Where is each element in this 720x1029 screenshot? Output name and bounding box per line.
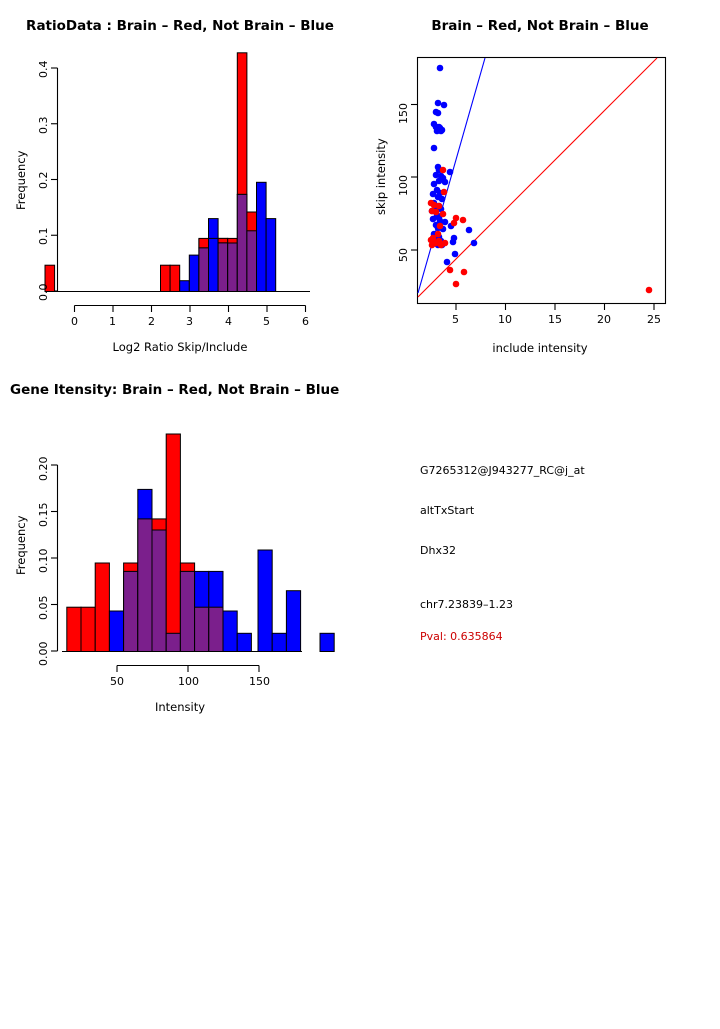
gene-ytick-2: 0.10 <box>37 548 50 574</box>
gene-x-axis <box>116 664 260 672</box>
scatter-xtick-2: 15 <box>548 313 562 326</box>
scatter-xtick-1: 10 <box>498 313 512 326</box>
scatter-xtick-4: 25 <box>647 313 661 326</box>
scatter-x-ticks <box>455 303 655 310</box>
gene-intensity-plot <box>51 433 335 672</box>
probe-id-text: G7265312@J943277_RC@j_at <box>420 464 585 477</box>
ratio-xtick-2: 2 <box>148 315 155 328</box>
brain-fit-line <box>417 57 658 298</box>
panel-gene-intensity-histogram: Gene Itensity: Brain – Red, Not Brain – … <box>0 360 360 720</box>
scatter-title: Brain – Red, Not Brain – Blue <box>431 18 649 34</box>
ratio-histogram-title: RatioData : Brain – Red, Not Brain – Blu… <box>26 18 334 34</box>
scatter-y-ticks <box>411 103 418 251</box>
not-brain-fit-line <box>417 57 486 294</box>
ratio-xtick-5: 5 <box>263 315 270 328</box>
ratio-ytick-3: 0.3 <box>37 116 50 135</box>
ratio-ytick-4: 0.4 <box>37 60 50 79</box>
gene-ytick-3: 0.15 <box>37 502 50 528</box>
gene-xtick-0: 50 <box>110 675 124 688</box>
panel-intensity-scatter: Brain – Red, Not Brain – Blue <box>360 0 720 360</box>
scatter-points-brain <box>427 166 653 294</box>
gene-symbol-text: Dhx32 <box>420 544 456 557</box>
gene-y-axis <box>51 464 59 652</box>
panel-ratio-histogram: RatioData : Brain – Red, Not Brain – Blu… <box>0 0 360 360</box>
ratio-xtick-1: 1 <box>109 315 116 328</box>
scatter-plot-box <box>416 56 667 305</box>
gene-bars <box>66 433 335 652</box>
ratio-ytick-0: 0.0 <box>37 283 50 302</box>
locus-text: chr7.23839–1.23 <box>420 598 514 611</box>
gene-intensity-title: Gene Itensity: Brain – Red, Not Brain – … <box>10 382 340 398</box>
scatter-points-not-brain <box>428 64 478 266</box>
ratio-xtick-4: 4 <box>225 315 232 328</box>
gene-xlabel: Intensity <box>154 700 206 714</box>
ratio-xlabel: Log2 Ratio Skip/Include <box>112 340 248 354</box>
ratio-xtick-6: 6 <box>302 315 309 328</box>
pval-text: Pval: 0.635864 <box>420 630 503 643</box>
ratio-x-axis <box>73 304 307 312</box>
ratio-ylabel: Frequency <box>14 150 28 210</box>
scatter-ytick-2: 150 <box>397 103 410 124</box>
scatter-ytick-1: 100 <box>397 175 410 196</box>
panel-probe-info: G7265312@J943277_RC@j_at altTxStart Dhx3… <box>360 360 720 720</box>
gene-xtick-2: 150 <box>249 675 270 688</box>
scatter-xlabel: include intensity <box>492 341 588 355</box>
ratio-histogram-plot <box>44 52 310 312</box>
gene-ytick-1: 0.05 <box>37 595 50 621</box>
figure-canvas: RatioData : Brain – Red, Not Brain – Blu… <box>0 0 720 720</box>
scatter-ytick-0: 50 <box>397 248 410 262</box>
ratio-xtick-3: 3 <box>186 315 193 328</box>
ratio-bars <box>44 52 277 293</box>
scatter-fit-lines <box>417 57 658 298</box>
scatter-xtick-0: 5 <box>452 313 459 326</box>
gene-ytick-4: 0.20 <box>37 456 50 482</box>
scatter-ylabel: skip intensity <box>374 138 388 215</box>
ratio-xtick-0: 0 <box>71 315 78 328</box>
scatter-xtick-3: 20 <box>597 313 611 326</box>
ratio-y-axis <box>51 67 59 292</box>
gene-ytick-0: 0.00 <box>37 641 50 667</box>
intensity-scatter-plot <box>411 56 667 310</box>
ratio-ytick-1: 0.1 <box>37 227 50 246</box>
event-type-text: altTxStart <box>420 504 475 517</box>
gene-xtick-1: 100 <box>178 675 199 688</box>
ratio-ytick-2: 0.2 <box>37 171 50 190</box>
gene-ylabel: Frequency <box>14 515 28 575</box>
